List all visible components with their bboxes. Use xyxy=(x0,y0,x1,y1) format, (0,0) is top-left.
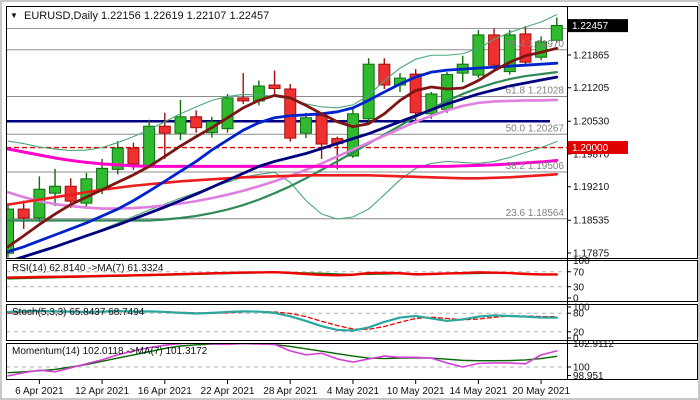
fib-level-label: 50.0 1.20267 xyxy=(506,123,565,134)
bear-candle xyxy=(268,84,281,89)
indicator-axis-label: 70 xyxy=(573,267,585,278)
bull-candle xyxy=(362,63,375,120)
fib-level-label: 38.2 1.19506 xyxy=(506,161,565,172)
ma-violet-line xyxy=(7,98,559,210)
fib-level-label: 23.6 1.18564 xyxy=(506,208,565,219)
bull-candle xyxy=(96,167,109,190)
bull-candle xyxy=(472,34,485,76)
bull-candle xyxy=(503,34,516,73)
rsi-line xyxy=(7,271,558,279)
bear-candle xyxy=(17,208,30,219)
bear-candle xyxy=(190,116,203,129)
indicator-axis-label: 0 xyxy=(573,294,579,305)
date-axis-label: 22 Apr 2021 xyxy=(201,386,255,397)
bull-candle xyxy=(550,24,563,41)
price-axis-label: 1.18535 xyxy=(573,216,610,227)
bear-candle xyxy=(488,34,501,66)
ma-navy-line xyxy=(14,75,559,258)
chart-title: EURUSD,Daily 1.22156 1.22619 1.22107 1.2… xyxy=(24,10,269,22)
bear-candle xyxy=(519,33,532,63)
bear-candle xyxy=(315,115,328,145)
bull-candle xyxy=(49,185,62,194)
bear-candle xyxy=(378,63,391,86)
indicator-axis-label: 102.9112 xyxy=(573,339,614,350)
ma-maroon-line xyxy=(7,46,559,249)
indicator-axis-label: 30 xyxy=(573,282,585,293)
indicator-axis-label: 20 xyxy=(573,327,585,338)
current-price-badge-text: 1.22457 xyxy=(572,21,609,32)
rsi-indicator-label: RSI(14) 62.8140 ->MA(7) 61.3324 xyxy=(12,263,164,274)
bull-candle xyxy=(299,117,312,134)
fib-level-label: 76.4 1.21970 xyxy=(506,39,565,50)
price-axis-label: 1.17875 xyxy=(573,248,610,259)
indicator-axis-label: 80 xyxy=(573,309,585,320)
indicator-axis-label: 98.951 xyxy=(573,371,604,382)
price-level-badge-text: 1.20000 xyxy=(572,143,609,154)
bull-candle xyxy=(221,97,234,130)
bull-candle xyxy=(346,113,359,157)
price-axis-label: 1.19210 xyxy=(573,182,610,193)
bear-candle xyxy=(158,125,171,134)
price-axis-label: 1.20530 xyxy=(573,117,610,128)
price-axis-label: 1.19870 xyxy=(573,149,610,160)
price-axis-label: 1.21205 xyxy=(573,83,610,94)
bull-candle xyxy=(425,93,438,115)
panel-frames xyxy=(6,6,698,380)
ma-blue-line xyxy=(7,61,559,254)
indicator-axis-label: 0 xyxy=(573,334,579,345)
indicator-axis-label: 100 xyxy=(573,303,590,314)
date-axis-label: 20 May 2021 xyxy=(512,386,570,397)
date-axis-label: 4 May 2021 xyxy=(327,386,380,397)
price-chart-labels: 76.4 1.21970 61.8 1.21028 50.0 1.20267 38.2… xyxy=(506,39,565,219)
bull-candle xyxy=(33,188,46,219)
stoch-k-line xyxy=(7,309,558,332)
ma-magenta-line xyxy=(7,147,559,168)
bull-candle xyxy=(143,125,156,167)
stochastic-indicator-label: Stoch(5,3,3) 65.8437 68.7494 xyxy=(12,307,145,318)
momentum-line xyxy=(7,344,558,377)
price-chart-plot[interactable] xyxy=(3,14,568,262)
symbol-dropdown-icon[interactable]: ▼ xyxy=(10,11,18,20)
date-axis: 6 Apr 2021 12 Apr 2021 16 Apr 2021 22 Apr 2… xyxy=(15,380,570,397)
ma-darkgreen-line xyxy=(7,71,558,222)
current-price-badge xyxy=(568,19,628,33)
date-axis-label: 6 Apr 2021 xyxy=(15,386,64,397)
date-axis-label: 14 May 2021 xyxy=(449,386,507,397)
bear-candle xyxy=(237,97,250,102)
date-axis-label: 28 Apr 2021 xyxy=(263,386,317,397)
price-axis-label: 1.21865 xyxy=(573,51,610,62)
indicator-axis-label: 100 xyxy=(573,256,590,267)
bear-candle xyxy=(127,147,140,165)
price-level-badge xyxy=(568,141,628,155)
date-axis-label: 10 May 2021 xyxy=(387,386,445,397)
fib-level-label: 61.8 1.21028 xyxy=(506,86,565,97)
momentum-indicator-label: Momentum(14) 102.0118 ->MA(7) 101.3172 xyxy=(12,346,208,357)
momentum-ma-line xyxy=(7,344,558,374)
date-axis-label: 12 Apr 2021 xyxy=(75,386,129,397)
bull-candle xyxy=(174,116,187,134)
price-axis: 1.225251.218651.212051.205301.198701.192… xyxy=(567,18,628,259)
date-axis-label: 16 Apr 2021 xyxy=(138,386,192,397)
indicator-axis-label: 100 xyxy=(573,363,590,374)
bull-candle xyxy=(7,208,14,254)
bull-candle xyxy=(111,147,124,170)
bear-candle xyxy=(284,88,297,139)
